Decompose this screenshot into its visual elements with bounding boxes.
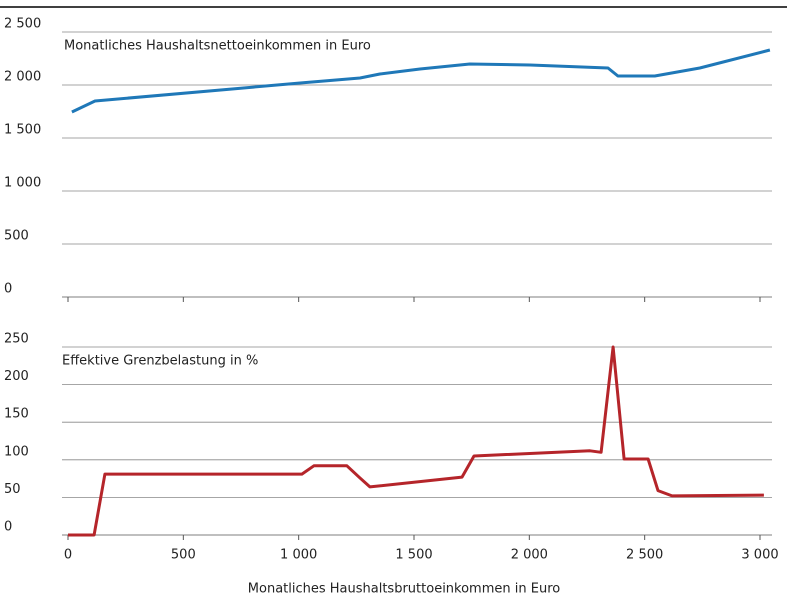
x-tick-label: 1 500 bbox=[395, 548, 432, 563]
x-tick-label: 2 500 bbox=[626, 548, 663, 563]
x-tick-label: 2 000 bbox=[511, 548, 548, 563]
y-tick-label: 150 bbox=[4, 407, 29, 422]
y-tick-label: 0 bbox=[4, 282, 12, 297]
y-tick-label: 1 500 bbox=[4, 123, 41, 138]
x-tick-label: 1 000 bbox=[280, 548, 317, 563]
series-label: Monatliches Haushaltsnettoeinkommen in E… bbox=[64, 39, 371, 54]
y-tick-label: 1 000 bbox=[4, 176, 41, 191]
y-tick-label: 0 bbox=[4, 520, 12, 535]
y-tick-label: 250 bbox=[4, 332, 29, 347]
line bbox=[68, 345, 764, 537]
y-tick-label: 2 000 bbox=[4, 70, 41, 85]
x-tick-label: 3 000 bbox=[741, 548, 778, 563]
y-tick-label: 2 500 bbox=[4, 17, 41, 32]
y-tick-label: 200 bbox=[4, 369, 29, 384]
x-tick-label: 500 bbox=[171, 548, 196, 563]
x-axis-label: Monatliches Haushaltsbruttoeinkommen in … bbox=[248, 582, 560, 597]
y-tick-label: 50 bbox=[4, 482, 21, 497]
y-tick-label: 500 bbox=[4, 229, 29, 244]
series-label: Effektive Grenzbelastung in % bbox=[62, 354, 258, 369]
x-tick-label: 0 bbox=[64, 548, 72, 563]
y-tick-label: 100 bbox=[4, 444, 29, 459]
line bbox=[71, 48, 771, 114]
